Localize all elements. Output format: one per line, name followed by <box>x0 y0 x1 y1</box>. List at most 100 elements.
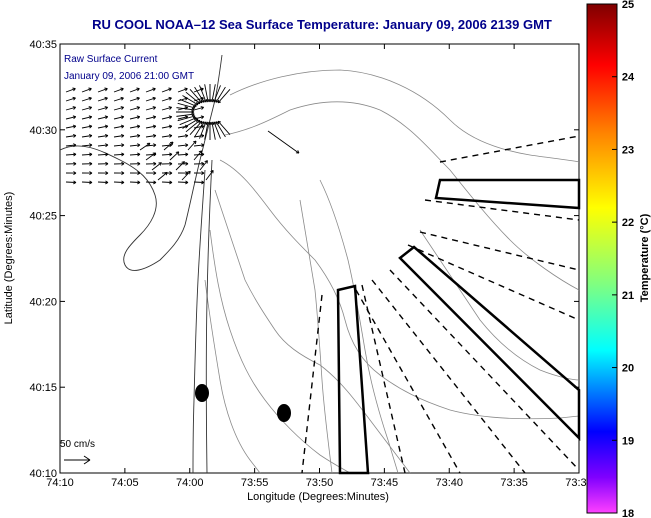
current-vector-head <box>153 180 157 183</box>
current-vector <box>194 86 205 103</box>
current-vector-head <box>121 171 125 174</box>
current-vector-head <box>121 152 125 155</box>
current-vector <box>113 116 124 120</box>
current-vector-head <box>88 115 92 118</box>
current-vector <box>179 117 197 126</box>
colorbar-ticks: 25 24 23 22 21 20 19 18 <box>612 0 635 518</box>
current-vector <box>151 162 162 171</box>
bathymetry-contours <box>204 69 580 474</box>
current-vector <box>129 135 140 138</box>
current-vector <box>217 89 231 104</box>
x-tick-label: 74:05 <box>111 477 139 489</box>
current-vector <box>177 102 196 109</box>
current-vector-head <box>168 133 173 136</box>
x-tick-label: 74:00 <box>176 477 204 489</box>
current-vector-head <box>89 161 93 165</box>
current-vector-head <box>104 96 108 99</box>
current-vector <box>129 97 140 102</box>
current-vector <box>81 88 92 93</box>
current-vector <box>129 153 141 156</box>
current-vector <box>145 116 156 120</box>
current-vector-head <box>201 143 205 146</box>
current-vector <box>175 161 185 171</box>
x-tick-label: 74:10 <box>46 477 74 489</box>
current-vector <box>215 86 226 103</box>
colorbar-tick-label: 21 <box>622 290 634 302</box>
current-vector-head <box>200 115 204 118</box>
current-vector <box>81 97 92 102</box>
current-vector <box>129 144 140 147</box>
current-vector <box>182 95 199 106</box>
current-vector <box>145 88 156 93</box>
current-vector-head <box>175 151 179 153</box>
current-vector-head <box>72 124 76 127</box>
x-axis-label: Longitude (Degrees:Minutes) <box>247 491 389 503</box>
current-vector <box>187 140 197 151</box>
current-vector-head <box>297 150 300 154</box>
current-vector-head <box>137 171 141 174</box>
current-vector <box>97 88 108 93</box>
current-vector-head <box>104 106 108 108</box>
current-vector <box>177 144 188 147</box>
current-vector-head <box>105 161 109 165</box>
current-vector-head <box>169 180 173 183</box>
current-vector-head <box>136 115 140 118</box>
current-vector-head <box>193 140 197 143</box>
legend-current-title: Raw Surface Current <box>64 54 158 65</box>
current-vector <box>176 113 195 117</box>
current-vector <box>267 130 300 154</box>
current-vector-head <box>169 161 173 165</box>
current-vector <box>193 150 203 161</box>
current-vector-head <box>136 133 141 136</box>
current-vector <box>145 125 156 129</box>
current-vector <box>65 106 76 111</box>
colorbar <box>586 3 618 514</box>
current-vector <box>213 85 221 103</box>
current-vector <box>215 121 226 138</box>
current-vector <box>177 153 189 156</box>
current-vector-head <box>168 106 172 108</box>
current-vector-head <box>121 180 125 183</box>
current-vector <box>113 144 124 147</box>
current-vector <box>145 144 156 147</box>
current-vector <box>81 106 92 111</box>
current-vector-head <box>204 160 208 163</box>
colorbar-tick-label: 24 <box>622 72 635 84</box>
current-vector <box>199 85 207 103</box>
current-vector <box>81 153 93 156</box>
x-tick-label: 73:50 <box>306 477 334 489</box>
x-tick-label: 73:45 <box>371 477 399 489</box>
current-vector-head <box>137 152 141 155</box>
current-vector-head <box>104 115 108 118</box>
current-vector <box>199 121 207 139</box>
current-vector <box>97 153 109 156</box>
colorbar-tick-label: 22 <box>622 217 634 229</box>
scale-arrow <box>64 455 91 465</box>
current-vector <box>97 125 108 129</box>
legend-current-date: January 09, 2006 21:00 GMT <box>64 71 194 82</box>
current-vector-head <box>152 124 156 127</box>
current-vector-head <box>72 133 77 136</box>
current-vector-head <box>152 115 156 118</box>
current-vector-head <box>88 124 92 127</box>
current-vector-head <box>72 115 76 118</box>
y-tick-label: 40:30 <box>29 125 57 137</box>
current-vector <box>145 135 156 138</box>
current-vector-head <box>169 152 173 155</box>
current-vector-head <box>201 161 205 165</box>
current-vector <box>161 153 173 156</box>
current-vector <box>113 88 124 93</box>
current-vector-head <box>217 101 222 104</box>
current-vector-head <box>169 171 173 174</box>
current-vector-head <box>89 171 93 174</box>
colorbar-label: Temperature (°C) <box>639 213 651 302</box>
colorbar-tick-label: 19 <box>622 435 634 447</box>
current-vector-head <box>153 143 157 146</box>
current-vector-head <box>120 115 124 118</box>
current-vector <box>113 135 124 138</box>
current-vector <box>97 106 108 111</box>
map-title: RU COOL NOAA–12 Sea Surface Temperature:… <box>92 17 552 32</box>
current-vector-head <box>137 161 141 165</box>
current-vector <box>177 88 188 93</box>
current-vector-head <box>168 87 172 90</box>
